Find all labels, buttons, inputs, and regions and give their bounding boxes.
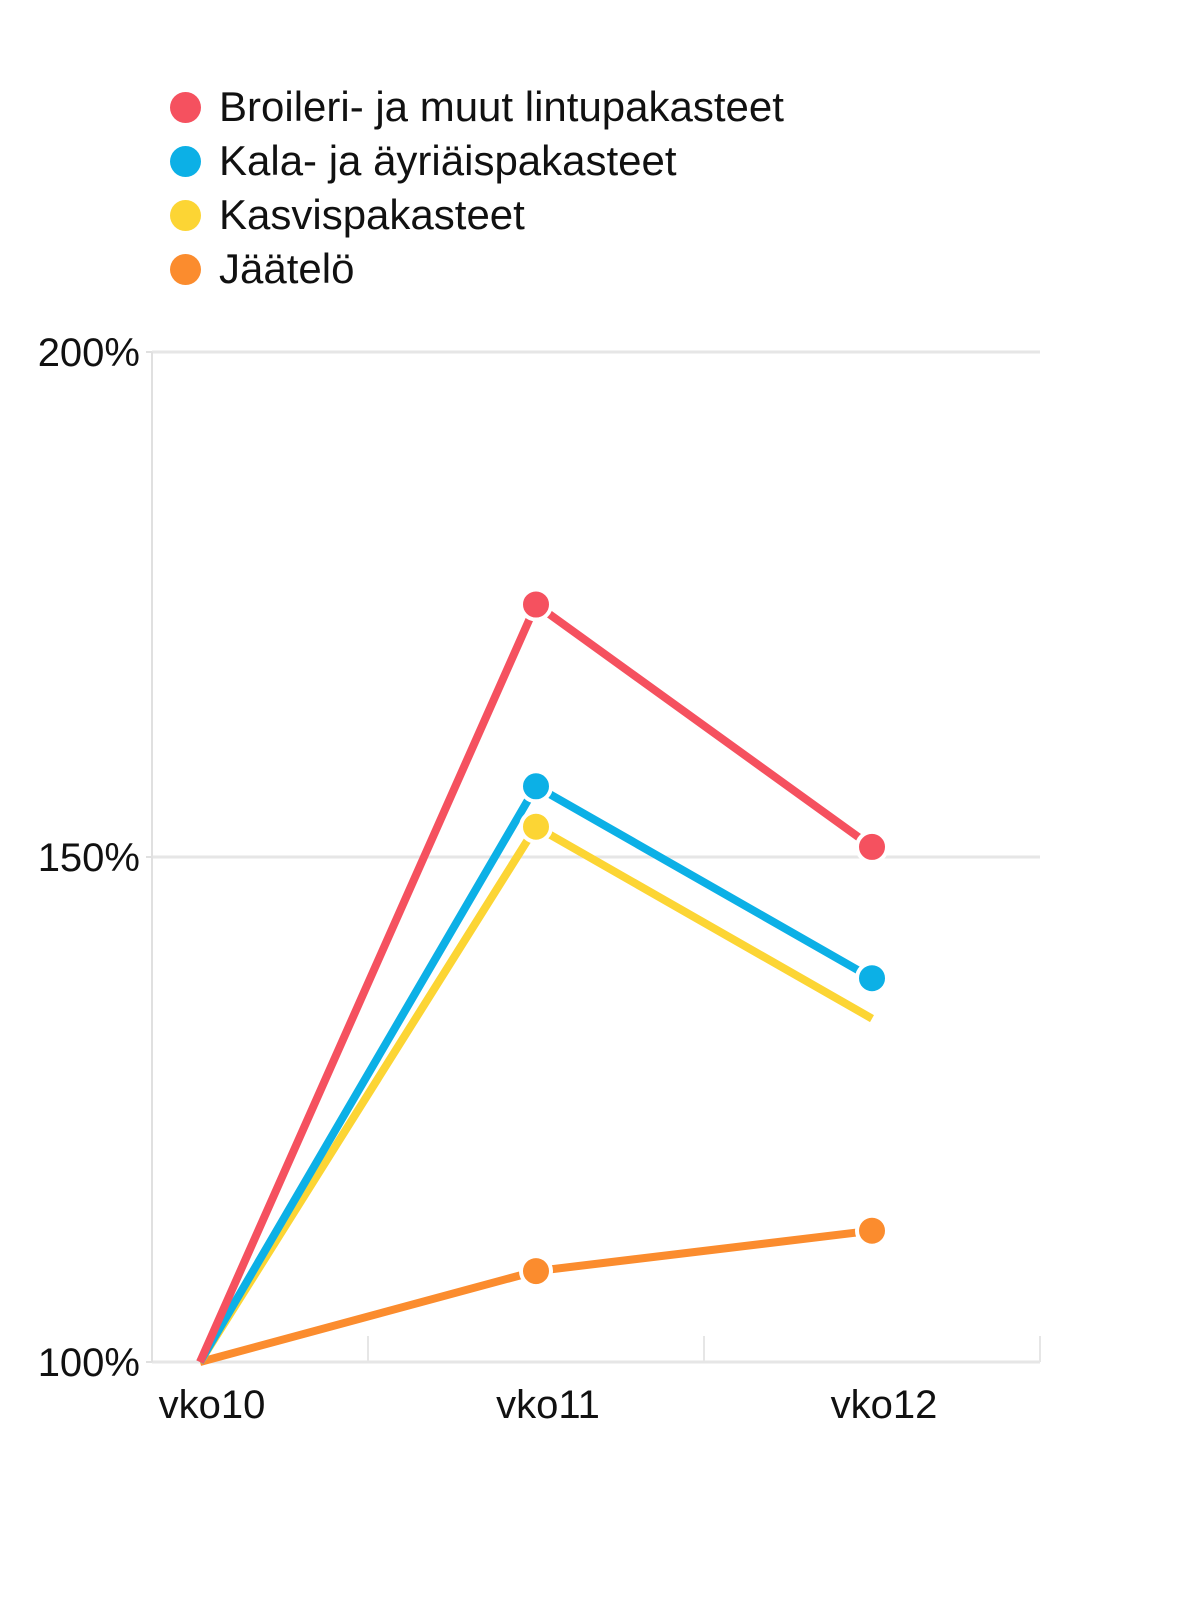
x-tick-label: vko11 <box>496 1383 600 1427</box>
series-line <box>198 1226 873 1366</box>
legend-marker <box>170 199 201 231</box>
data-point <box>519 809 553 844</box>
data-point <box>855 829 889 864</box>
y-tick-label: 100% <box>38 1341 140 1385</box>
series-line <box>196 600 875 1364</box>
data-point <box>855 961 889 996</box>
data-point <box>855 1213 889 1248</box>
legend-marker <box>170 145 201 177</box>
data-point <box>519 587 553 622</box>
legend-item: Kasvispakasteet <box>170 188 784 242</box>
chart-legend: Broileri- ja muut lintupakasteet Kala- ja… <box>170 80 784 296</box>
y-tick-label: 150% <box>38 836 140 880</box>
legend-label: Kala- ja äyriäispakasteet <box>219 137 677 184</box>
y-tick-label: 200% <box>38 331 140 375</box>
data-point <box>519 1254 553 1289</box>
legend-label: Jäätelö <box>219 245 355 292</box>
legend-label: Broileri- ja muut lintupakasteet <box>219 83 784 130</box>
legend-marker <box>170 253 201 285</box>
x-tick-label: vko12 <box>831 1383 938 1427</box>
legend-marker <box>170 91 201 123</box>
x-tick-label: vko10 <box>159 1383 266 1427</box>
legend-label: Kasvispakasteet <box>219 191 525 238</box>
legend-item: Kala- ja äyriäispakasteet <box>170 134 784 188</box>
legend-item: Broileri- ja muut lintupakasteet <box>170 80 784 134</box>
legend-item: Jäätelö <box>170 242 784 296</box>
data-point <box>519 769 553 804</box>
